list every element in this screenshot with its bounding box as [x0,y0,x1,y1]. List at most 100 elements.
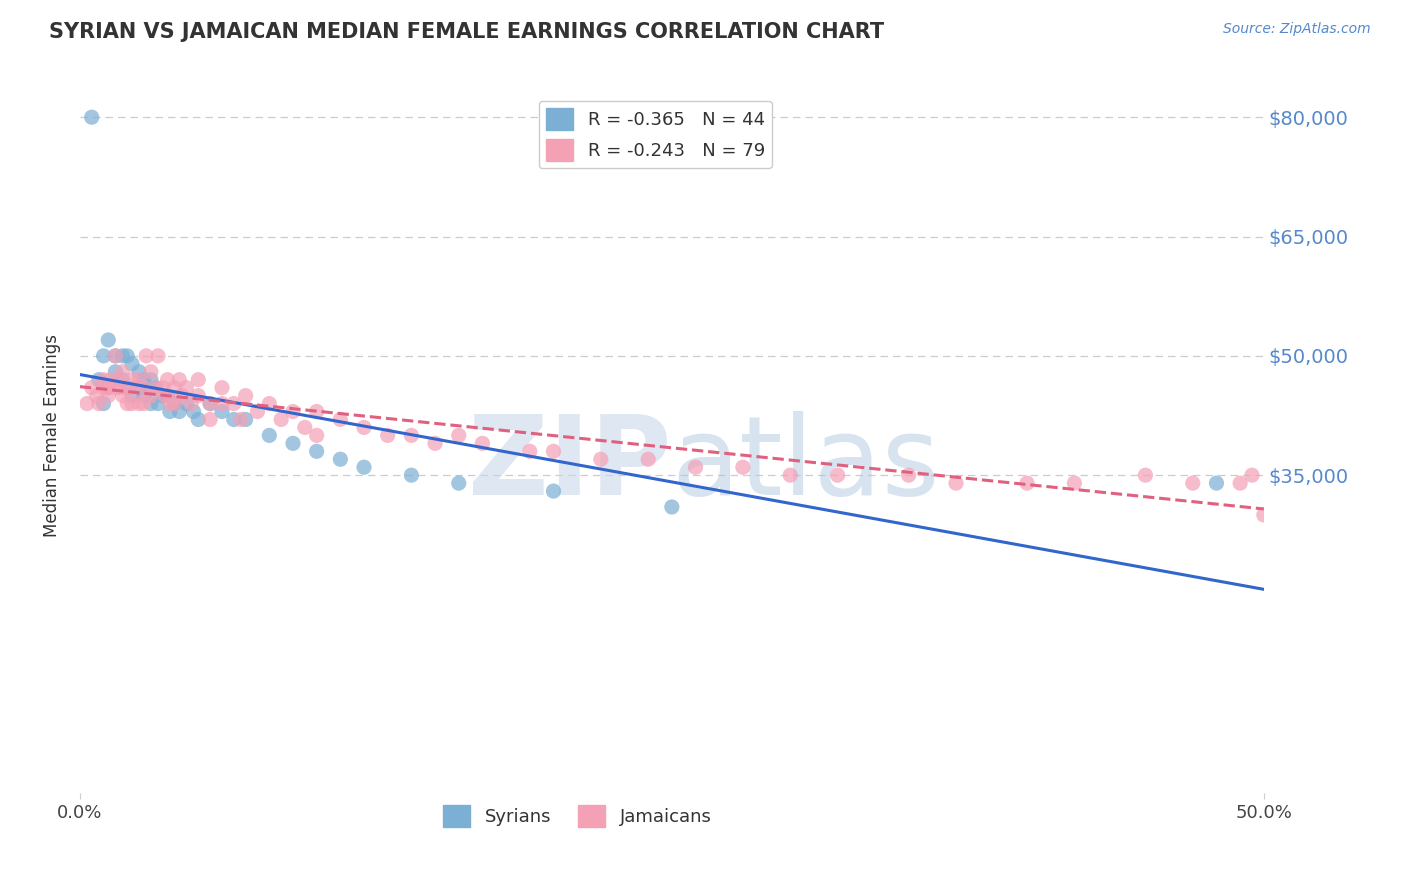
Point [111,373,134,387]
Point [87,373,110,387]
Point [471,436,494,450]
Point [401,468,423,483]
Point [97,381,120,395]
Point [447,476,470,491]
Point [153,389,176,403]
Point [93,349,115,363]
Point [176,381,198,395]
Point [353,420,375,434]
Point [121,357,143,371]
Point [145,381,167,395]
Point [139,365,162,379]
Point [281,436,304,450]
Point [93,396,115,410]
Point [637,452,659,467]
Point [107,373,129,387]
Point [115,381,138,395]
Point [1205,476,1227,491]
Point [183,404,205,418]
Point [259,428,281,442]
Point [115,381,138,395]
Point [270,412,292,426]
Point [1015,476,1038,491]
Point [589,452,612,467]
Point [159,396,181,410]
Text: atlas: atlas [672,410,941,517]
Point [139,389,162,403]
Point [128,396,150,410]
Point [329,412,352,426]
Point [97,333,120,347]
Point [97,389,120,403]
Point [121,396,143,410]
Point [128,373,150,387]
Point [111,389,134,403]
Point [447,428,470,442]
Point [111,349,134,363]
Point [211,404,233,418]
Point [211,396,233,410]
Point [135,349,157,363]
Point [294,420,316,434]
Point [128,381,150,395]
Point [156,389,179,403]
Point [519,444,541,458]
Point [124,381,146,395]
Point [246,404,269,418]
Point [128,365,150,379]
Point [1253,508,1275,522]
Point [163,396,186,410]
Point [401,428,423,442]
Point [827,468,849,483]
Point [169,373,191,387]
Point [377,428,399,442]
Point [97,381,120,395]
Point [93,381,115,395]
Point [100,373,122,387]
Point [146,396,169,410]
Point [87,396,110,410]
Point [93,373,115,387]
Point [176,396,198,410]
Point [132,389,155,403]
Point [1135,468,1157,483]
Point [104,349,127,363]
Point [121,373,143,387]
Point [76,396,98,410]
Point [180,396,202,410]
Point [305,444,328,458]
Point [685,460,707,475]
Point [353,460,375,475]
Point [779,468,801,483]
Point [170,389,193,403]
Point [104,365,127,379]
Point [139,396,162,410]
Point [152,381,174,395]
Point [198,396,221,410]
Point [1181,476,1204,491]
Point [104,349,127,363]
Point [229,412,252,426]
Point [661,500,683,514]
Point [329,452,352,467]
Point [108,381,131,395]
Text: Source: ZipAtlas.com: Source: ZipAtlas.com [1223,22,1371,37]
Point [1063,476,1085,491]
Point [281,404,304,418]
Point [132,373,155,387]
Point [897,468,920,483]
Point [1229,476,1251,491]
Point [104,381,127,395]
Point [80,381,103,395]
Point [163,396,186,410]
Point [198,396,221,410]
Point [156,373,179,387]
Point [543,484,565,499]
Point [159,404,181,418]
Point [169,404,191,418]
Point [945,476,967,491]
Point [115,349,138,363]
Point [187,373,209,387]
Point [139,373,162,387]
Point [145,381,167,395]
